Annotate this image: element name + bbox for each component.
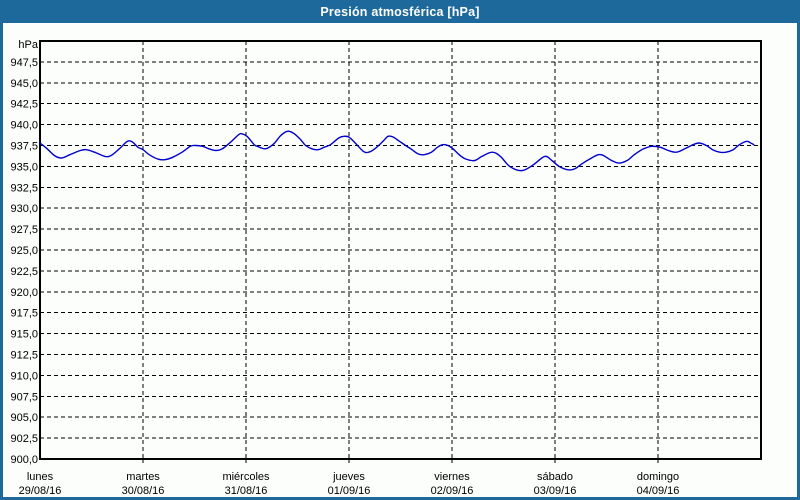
y-tick-label: 925,0	[10, 245, 38, 257]
y-tick-label: 910,0	[10, 370, 38, 382]
y-tick-label: 947,5	[10, 57, 38, 69]
y-tick-label: 932,5	[10, 182, 38, 194]
y-gridlines	[40, 61, 761, 439]
y-tick-label: 937,5	[10, 141, 38, 153]
y-tick-label: 940,0	[10, 120, 38, 132]
x-axis-date-label: 30/08/16	[122, 485, 165, 497]
y-tick-label: 905,0	[10, 412, 38, 424]
x-axis-date-label: 02/09/16	[431, 485, 474, 497]
x-axis-ticks	[142, 460, 659, 463]
y-tick-label: 912,5	[10, 350, 38, 362]
y-tick-label: 927,5	[10, 224, 38, 236]
window-title: Presión atmosférica [hPa]	[320, 4, 480, 19]
y-tick-label: 922,5	[10, 266, 38, 278]
y-tick-label: 900,0	[10, 454, 38, 466]
x-axis-date-label: 01/09/16	[328, 485, 371, 497]
pressure-line	[39, 130, 755, 172]
x-axis-date-label: 03/09/16	[534, 485, 577, 497]
x-axis-date-label: 04/09/16	[637, 485, 680, 497]
x-axis-day-label: miércoles	[222, 471, 270, 483]
x-axis-day-label: viernes	[434, 471, 470, 483]
y-tick-label: 935,0	[10, 161, 38, 173]
plot-frame	[39, 40, 762, 460]
x-axis-day-label: lunes	[27, 471, 54, 483]
y-tick-label: 920,0	[10, 287, 38, 299]
title-bar: Presión atmosférica [hPa]	[0, 0, 800, 23]
x-axis-day-label: jueves	[332, 471, 365, 483]
x-axis-day-label: domingo	[637, 471, 679, 483]
y-tick-label: 915,0	[10, 329, 38, 341]
x-axis-labels: lunes 29/08/16 martes 30/08/16 miércoles 31/0…	[19, 471, 680, 497]
x-axis-date-label: 29/08/16	[19, 485, 62, 497]
y-unit-label: hPa	[18, 39, 38, 51]
y-tick-label: 907,5	[10, 391, 38, 403]
y-tick-label: 930,0	[10, 203, 38, 215]
y-axis-labels: hPa 947,5 945,0 942,5 940,0 937,5 935,0 932,5 93…	[10, 39, 38, 466]
x-axis-day-label: sábado	[537, 471, 573, 483]
y-tick-label: 917,5	[10, 308, 38, 320]
y-tick-label: 945,0	[10, 78, 38, 90]
y-tick-label: 942,5	[10, 99, 38, 111]
x-axis-day-label: martes	[126, 471, 160, 483]
y-tick-label: 902,5	[10, 433, 38, 445]
x-axis-date-label: 31/08/16	[225, 485, 268, 497]
